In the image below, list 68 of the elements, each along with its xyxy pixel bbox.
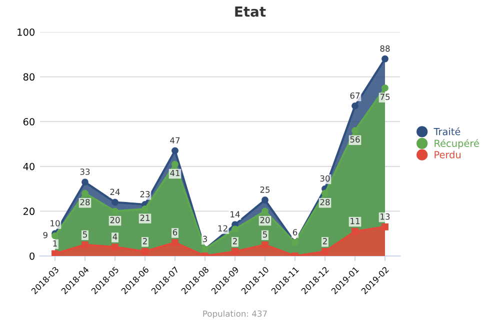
point xyxy=(382,223,388,230)
data-label: 41 xyxy=(170,170,180,176)
data-label: 20 xyxy=(110,216,120,224)
y-tick-label: 0 xyxy=(30,252,34,260)
data-label: 28 xyxy=(80,198,90,206)
y-tick-label: 60 xyxy=(23,118,34,126)
point xyxy=(262,196,268,204)
point xyxy=(322,248,328,255)
data-label: 9 xyxy=(43,232,48,238)
data-label: 88 xyxy=(380,45,390,52)
data-label: 2 xyxy=(142,238,147,244)
point xyxy=(382,84,388,92)
data-label: 2 xyxy=(232,238,237,244)
y-tick-label: 20 xyxy=(23,208,34,216)
data-label: 20 xyxy=(260,216,270,224)
legend-label: Perdu xyxy=(434,150,461,158)
point xyxy=(172,160,178,168)
y-tick-label: 80 xyxy=(23,73,34,81)
point xyxy=(82,190,88,197)
point xyxy=(82,178,88,186)
data-label: 1 xyxy=(53,240,57,246)
point xyxy=(352,102,358,110)
data-label: 14 xyxy=(230,211,240,218)
data-label: 47 xyxy=(170,137,180,144)
point xyxy=(352,228,358,235)
point xyxy=(352,127,358,134)
point xyxy=(232,226,238,233)
legend-label: Traité xyxy=(434,127,460,136)
data-label: 21 xyxy=(140,214,150,221)
data-label: 28 xyxy=(320,198,330,206)
data-label: 11 xyxy=(350,218,360,224)
y-tick-label: 40 xyxy=(23,162,34,170)
chart-title: Etat xyxy=(235,6,266,17)
data-label: 25 xyxy=(260,186,270,193)
data-label: 2 xyxy=(322,238,327,244)
point xyxy=(382,55,388,62)
point xyxy=(112,244,118,251)
data-label: 5 xyxy=(82,231,87,238)
legend-label: Récupéré xyxy=(434,139,479,149)
text: Population: 437 xyxy=(203,310,267,318)
data-label: 75 xyxy=(380,94,390,100)
point xyxy=(172,239,178,246)
point xyxy=(262,208,268,215)
point xyxy=(82,241,88,248)
point xyxy=(112,208,118,215)
data-label: 30 xyxy=(320,175,330,182)
point xyxy=(52,250,58,256)
data-label: 24 xyxy=(110,188,120,195)
data-label: 4 xyxy=(112,234,118,240)
data-label: 10 xyxy=(50,220,60,226)
data-label: 6 xyxy=(292,229,298,236)
point xyxy=(142,205,148,212)
point xyxy=(322,190,328,197)
data-label: 67 xyxy=(350,92,360,99)
data-label: 12 xyxy=(218,225,228,232)
point xyxy=(262,241,268,248)
point xyxy=(142,248,148,255)
data-label: 5 xyxy=(262,231,267,238)
data-label: 6 xyxy=(172,229,178,236)
data-label: 23 xyxy=(140,191,150,198)
data-label: 3 xyxy=(202,236,207,242)
point xyxy=(112,198,118,206)
data-label: 56 xyxy=(350,136,360,143)
point xyxy=(232,248,238,255)
data-label: 33 xyxy=(80,168,90,175)
y-tick-label: 100 xyxy=(18,28,34,36)
data-label: 13 xyxy=(380,213,390,220)
point xyxy=(172,147,178,154)
